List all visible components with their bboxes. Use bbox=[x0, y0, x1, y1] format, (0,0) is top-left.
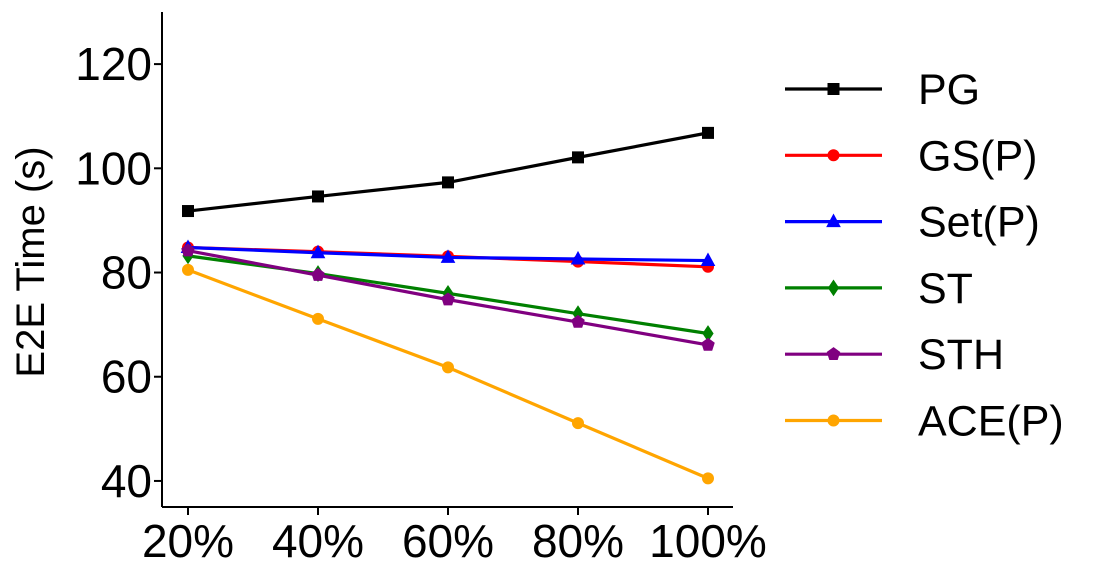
legend-marker bbox=[826, 347, 841, 360]
series-ace-p bbox=[182, 263, 714, 485]
legend-marker bbox=[826, 213, 841, 228]
data-point bbox=[442, 361, 454, 374]
data-point bbox=[442, 176, 454, 189]
data-point bbox=[312, 190, 324, 203]
y-ticks: 40 60 80 100 120 bbox=[75, 38, 162, 507]
data-point bbox=[440, 249, 456, 263]
legend-item: ACE(P) bbox=[785, 398, 1064, 446]
data-point bbox=[700, 252, 716, 267]
legend-item: Set(P) bbox=[785, 199, 1040, 247]
data-point bbox=[311, 268, 325, 281]
legend-marker bbox=[827, 279, 840, 297]
data-point bbox=[702, 472, 714, 485]
data-point bbox=[572, 151, 584, 164]
legend-label: ST bbox=[918, 265, 973, 313]
series-line bbox=[187, 131, 709, 213]
legend-label: STH bbox=[918, 331, 1004, 379]
legend-item: STH bbox=[785, 331, 1004, 379]
legend-label: GS(P) bbox=[918, 132, 1037, 180]
series-sth bbox=[181, 243, 715, 351]
plot-series bbox=[180, 126, 716, 485]
data-point bbox=[570, 250, 586, 265]
data-point bbox=[441, 292, 455, 306]
data-point bbox=[702, 126, 714, 139]
series-set-p bbox=[180, 239, 716, 267]
legend-marker bbox=[827, 149, 840, 162]
legend-label: ACE(P) bbox=[918, 398, 1064, 446]
x-tick-label: 20% bbox=[142, 515, 234, 567]
y-tick-label: 120 bbox=[75, 38, 152, 90]
legend-label: Set(P) bbox=[918, 199, 1040, 247]
legend-item: GS(P) bbox=[785, 132, 1037, 180]
legend: PG GS(P) Set(P) ST STH ACE(P) bbox=[785, 66, 1064, 446]
legend-item: PG bbox=[785, 66, 980, 114]
data-point bbox=[701, 337, 715, 351]
data-point bbox=[182, 205, 194, 218]
y-tick-label: 80 bbox=[101, 247, 152, 299]
data-point bbox=[571, 314, 585, 328]
y-tick-label: 40 bbox=[101, 455, 152, 507]
axes: 40 60 80 100 120 20% 40% 60% 80% 100% bbox=[75, 12, 767, 567]
x-tick-label: 60% bbox=[402, 515, 494, 567]
series-pg bbox=[182, 126, 714, 218]
y-tick-label: 60 bbox=[101, 351, 152, 403]
x-tick-label: 40% bbox=[272, 515, 364, 567]
legend-marker bbox=[827, 83, 840, 95]
legend-item: ST bbox=[785, 265, 973, 313]
y-tick-label: 100 bbox=[75, 142, 152, 194]
data-point bbox=[182, 263, 194, 276]
x-tick-label: 80% bbox=[532, 515, 624, 567]
data-point bbox=[181, 243, 195, 257]
data-point bbox=[312, 312, 324, 325]
legend-marker bbox=[827, 414, 840, 427]
data-point bbox=[572, 417, 584, 430]
y-axis-label: E2E Time (s) bbox=[9, 146, 53, 377]
data-point bbox=[310, 244, 326, 259]
x-ticks: 20% 40% 60% 80% 100% bbox=[142, 507, 767, 567]
legend-label: PG bbox=[918, 66, 980, 114]
x-tick-label: 100% bbox=[649, 515, 767, 567]
